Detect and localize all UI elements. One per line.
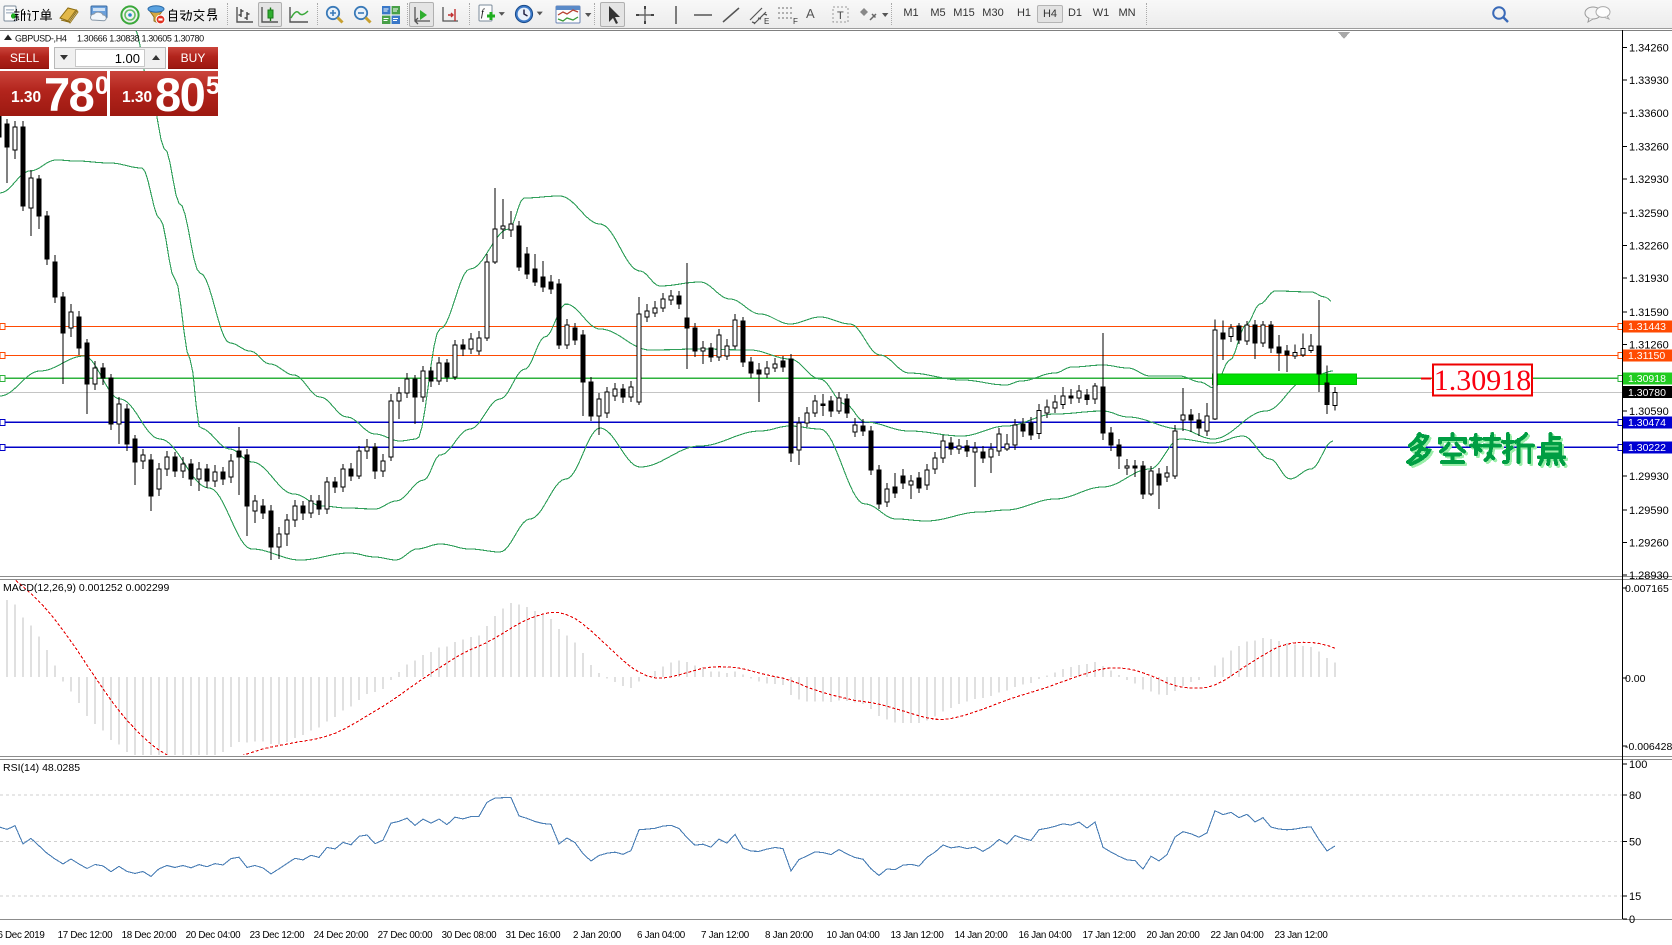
svg-text:18 Dec 20:00: 18 Dec 20:00 [122, 930, 178, 941]
svg-text:23 Jan 12:00: 23 Jan 12:00 [1274, 930, 1328, 941]
svg-text:1.30918: 1.30918 [1628, 373, 1666, 385]
svg-text:1.30918: 1.30918 [1434, 364, 1532, 397]
svg-text:2 Jan 20:00: 2 Jan 20:00 [573, 930, 622, 941]
svg-text:E: E [764, 17, 769, 26]
svg-text:T: T [837, 10, 844, 22]
svg-text:50: 50 [1629, 837, 1641, 849]
svg-text:17 Jan 12:00: 17 Jan 12:00 [1082, 930, 1136, 941]
svg-text:f: f [481, 8, 485, 19]
svg-text:1.29260: 1.29260 [1629, 538, 1669, 550]
svg-text:14 Jan 20:00: 14 Jan 20:00 [954, 930, 1008, 941]
svg-text:1.30474: 1.30474 [1628, 417, 1666, 429]
svg-text:1.30780: 1.30780 [1628, 387, 1666, 399]
svg-text:GBPUSD-,H4: GBPUSD-,H4 [15, 34, 67, 44]
svg-text:1.29930: 1.29930 [1629, 471, 1669, 483]
svg-text:0.00: 0.00 [1625, 673, 1646, 685]
svg-text:1.30666 1.30838 1.30605 1.3078: 1.30666 1.30838 1.30605 1.30780 [77, 34, 204, 44]
svg-text:MACD(12,26,9) 0.001252 0.00229: MACD(12,26,9) 0.001252 0.002299 [3, 582, 170, 594]
svg-text:8 Jan 20:00: 8 Jan 20:00 [765, 930, 814, 941]
svg-text:0.007165: 0.007165 [1625, 583, 1669, 595]
svg-text:1.28930: 1.28930 [1629, 570, 1669, 582]
svg-text:1.30590: 1.30590 [1629, 406, 1669, 418]
svg-text:1.32590: 1.32590 [1629, 208, 1669, 220]
svg-text:1.33930: 1.33930 [1629, 75, 1669, 87]
svg-text:1.32260: 1.32260 [1629, 241, 1669, 253]
svg-text:1.32930: 1.32930 [1629, 174, 1669, 186]
svg-text:20 Jan 20:00: 20 Jan 20:00 [1146, 930, 1200, 941]
svg-text:1.31150: 1.31150 [1628, 350, 1665, 362]
svg-text:6 Dec 2019: 6 Dec 2019 [0, 930, 45, 941]
svg-text:100: 100 [1629, 759, 1647, 771]
svg-text:RSI(14) 48.0285: RSI(14) 48.0285 [3, 762, 80, 774]
svg-text:1.33260: 1.33260 [1629, 142, 1669, 154]
svg-text:1.31443: 1.31443 [1628, 321, 1666, 333]
svg-text:6 Jan 04:00: 6 Jan 04:00 [637, 930, 686, 941]
svg-text:20 Dec 04:00: 20 Dec 04:00 [186, 930, 242, 941]
svg-text:10 Jan 04:00: 10 Jan 04:00 [826, 930, 880, 941]
svg-text:16 Jan 04:00: 16 Jan 04:00 [1018, 930, 1072, 941]
svg-text:31 Dec 16:00: 31 Dec 16:00 [506, 930, 562, 941]
svg-text:1.33600: 1.33600 [1629, 108, 1669, 120]
svg-text:27 Dec 00:00: 27 Dec 00:00 [378, 930, 434, 941]
svg-text:1.31590: 1.31590 [1629, 307, 1669, 319]
svg-text:0: 0 [1629, 914, 1635, 926]
svg-text:1.34260: 1.34260 [1629, 43, 1669, 55]
svg-text:23 Dec 12:00: 23 Dec 12:00 [250, 930, 306, 941]
svg-text:30 Dec 08:00: 30 Dec 08:00 [442, 930, 498, 941]
svg-text:13 Jan 12:00: 13 Jan 12:00 [890, 930, 944, 941]
svg-text:22 Jan 04:00: 22 Jan 04:00 [1210, 930, 1264, 941]
svg-text:1.31260: 1.31260 [1629, 340, 1669, 352]
svg-text:1.31930: 1.31930 [1629, 273, 1669, 285]
svg-text:17 Dec 12:00: 17 Dec 12:00 [58, 930, 114, 941]
svg-text:15: 15 [1629, 891, 1641, 903]
svg-text:24 Dec 20:00: 24 Dec 20:00 [314, 930, 370, 941]
svg-text:-0.006428: -0.006428 [1625, 741, 1672, 753]
svg-text:F: F [793, 17, 798, 26]
svg-text:80: 80 [1629, 790, 1641, 802]
svg-text:1.30222: 1.30222 [1628, 442, 1666, 454]
svg-text:1.29590: 1.29590 [1629, 505, 1669, 517]
svg-text:7 Jan 12:00: 7 Jan 12:00 [701, 930, 750, 941]
